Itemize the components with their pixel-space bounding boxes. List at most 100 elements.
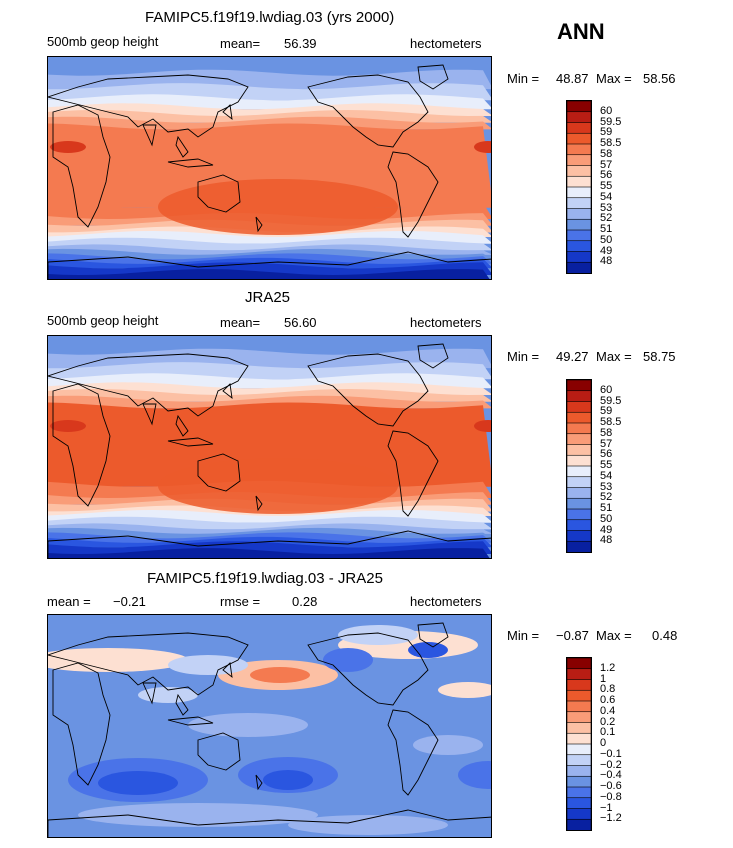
- panel3-map: [47, 614, 492, 838]
- colorbar-tick-label: 58: [600, 426, 613, 439]
- panel2-variable-label: 500mb geop height: [47, 313, 159, 328]
- colorbar-cell: [567, 433, 591, 446]
- colorbar-cell: [567, 765, 591, 778]
- colorbar-tick-label: 53: [600, 201, 613, 214]
- coastline: [255, 774, 263, 791]
- colorbar-tick-label: 50: [600, 233, 613, 246]
- coastline: [142, 403, 157, 426]
- colorbar-cell: [567, 775, 591, 788]
- colorbar-tick-label: 0.1: [600, 726, 616, 739]
- panel2-max-label: Max =: [596, 349, 632, 364]
- contour-band: [50, 141, 86, 153]
- colorbar-cell: [567, 732, 591, 745]
- panel2-coastlines: [48, 343, 491, 558]
- colorbar-cell: [567, 797, 591, 810]
- colorbar-cell: [567, 229, 591, 242]
- colorbar-tick-label: 58: [600, 147, 613, 160]
- coastline: [387, 151, 439, 238]
- coastline: [307, 353, 429, 427]
- coastline: [142, 124, 157, 147]
- panel2-map-svg: [48, 336, 491, 558]
- coastline: [48, 251, 491, 279]
- colorbar-tick-label: 58.5: [600, 137, 622, 149]
- colorbar-cell: [567, 818, 591, 830]
- panel1-units: hectometers: [410, 36, 482, 51]
- colorbar-tick-label: 48: [600, 534, 613, 547]
- contour-band: [48, 395, 491, 409]
- colorbar-cell: [567, 240, 591, 253]
- colorbar-cell: [567, 722, 591, 735]
- colorbar-cell: [567, 519, 591, 532]
- colorbar-tick-label: 49: [600, 523, 613, 536]
- colorbar-cell: [567, 658, 591, 670]
- coastline: [255, 216, 263, 233]
- coastline: [48, 530, 491, 558]
- colorbar-tick-label: −0.8: [600, 790, 622, 803]
- colorbar-tick-label: 57: [600, 437, 613, 450]
- coastline: [48, 809, 491, 837]
- colorbar-cell: [567, 411, 591, 424]
- contour-blob: [413, 735, 483, 755]
- colorbar-cell: [567, 111, 591, 124]
- panel2-mean-label: mean=: [220, 315, 261, 330]
- colorbar-tick-label: 1: [600, 672, 607, 685]
- colorbar-cell: [567, 465, 591, 478]
- colorbar-tick-label: 59: [600, 405, 613, 418]
- panel3-min-value: −0.87: [556, 628, 589, 643]
- contour-band: [158, 458, 398, 514]
- colorbar-cell: [567, 689, 591, 702]
- coastline: [142, 682, 157, 705]
- panel1-min-value: 48.87: [556, 71, 589, 86]
- colorbar-cell: [567, 679, 591, 692]
- colorbar-tick-label: 60: [600, 104, 613, 117]
- contour-band: [48, 257, 491, 269]
- panel3-colorbar-svg: [567, 658, 591, 830]
- panel1-contour-bands: [48, 57, 491, 279]
- contour-blob: [78, 803, 318, 827]
- coastline: [417, 343, 449, 369]
- coastline: [197, 174, 241, 213]
- contour-band: [474, 141, 491, 153]
- colorbar-cell: [567, 143, 591, 156]
- colorbar-tick-label: −0.6: [600, 780, 622, 792]
- colorbar-tick-label: 52: [600, 212, 613, 225]
- panel1-map: [47, 56, 492, 280]
- colorbar-cell: [567, 261, 591, 273]
- colorbar-cell: [567, 132, 591, 145]
- panel3-units: hectometers: [410, 594, 482, 609]
- colorbar-tick-label: 51: [600, 502, 613, 514]
- contour-blob: [458, 761, 491, 789]
- colorbar-cell: [567, 754, 591, 767]
- panel3-mean-value: −0.21: [113, 594, 146, 609]
- contour-blob: [168, 655, 248, 675]
- colorbar-cell: [567, 476, 591, 489]
- colorbar-cell: [567, 444, 591, 457]
- colorbar-cell: [567, 808, 591, 821]
- coastline: [167, 716, 214, 726]
- panel1-colorbar: [566, 100, 592, 274]
- panel2-mean-value: 56.60: [284, 315, 317, 330]
- panel2-min-value: 49.27: [556, 349, 589, 364]
- panel3-max-value: 0.48: [652, 628, 678, 643]
- coastline: [387, 709, 439, 796]
- colorbar-cell: [567, 186, 591, 199]
- colorbar-cell: [567, 165, 591, 178]
- colorbar-tick-label: 56: [600, 448, 613, 461]
- colorbar-tick-label: 59.5: [600, 394, 622, 407]
- panel3-min-label: Min =: [507, 628, 540, 643]
- panel1-mean-label: mean=: [220, 36, 261, 51]
- coastline: [175, 135, 189, 158]
- panel1-map-svg: [48, 57, 491, 279]
- contour-blob: [263, 770, 313, 790]
- panel1-colorbar-svg: [567, 101, 591, 273]
- contour-band: [48, 57, 491, 76]
- colorbar-tick-label: 51: [600, 223, 613, 235]
- coastline: [197, 453, 241, 492]
- coastline: [387, 430, 439, 517]
- colorbar-cell: [567, 487, 591, 500]
- coastline: [48, 632, 249, 696]
- colorbar-tick-label: 0.8: [600, 683, 616, 696]
- coastline: [48, 353, 249, 417]
- contour-blob: [408, 642, 448, 658]
- colorbar-cell: [567, 700, 591, 713]
